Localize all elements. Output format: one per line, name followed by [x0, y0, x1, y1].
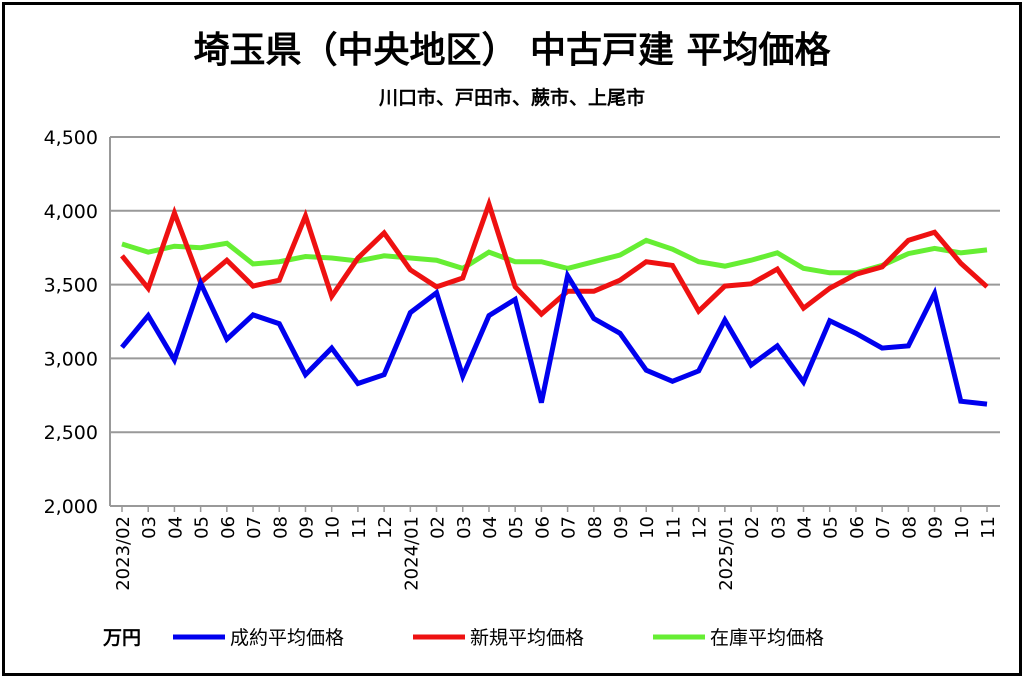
series-line-3 — [121, 237, 988, 276]
x-tick-label: 06 — [847, 516, 868, 539]
x-tick-label: 02 — [428, 516, 449, 539]
series-line-2 — [120, 196, 989, 318]
legend-label: 成約平均価格 — [230, 627, 344, 649]
y-tick-label: 4,000 — [44, 201, 98, 223]
x-tick-label: 10 — [323, 516, 344, 539]
x-tick-label: 04 — [795, 516, 816, 539]
y-tick-label: 2,500 — [44, 422, 98, 444]
x-tick-label: 2024/01 — [401, 516, 422, 591]
x-tick-label: 2025/01 — [716, 516, 737, 591]
x-tick-label: 10 — [637, 516, 658, 539]
x-tick-label: 11 — [978, 516, 999, 539]
x-tick-label: 11 — [349, 516, 370, 539]
y-tick-label: 3,500 — [44, 275, 98, 297]
chart-subtitle: 川口市、戸田市、蕨市、上尾市 — [378, 86, 645, 109]
x-tick-label: 07 — [559, 516, 580, 539]
x-tick-label: 09 — [611, 516, 632, 539]
x-tick-label: 09 — [926, 516, 947, 539]
x-tick-label: 03 — [454, 516, 475, 539]
x-tick-label: 08 — [585, 516, 606, 539]
series-line-1 — [120, 269, 988, 407]
x-tick-label: 08 — [899, 516, 920, 539]
x-tick-label: 12 — [375, 516, 396, 539]
x-tick-label: 10 — [952, 516, 973, 539]
x-tick-label: 2023/02 — [113, 516, 134, 591]
y-tick-label: 2,000 — [44, 496, 98, 518]
x-tick-label: 02 — [742, 516, 763, 539]
x-tick-label: 11 — [663, 516, 684, 539]
x-tick-label: 06 — [218, 516, 239, 539]
x-tick-label: 06 — [532, 516, 553, 539]
x-tick-label: 05 — [506, 516, 527, 539]
x-tick-label: 03 — [139, 516, 160, 539]
x-tick-label: 07 — [873, 516, 894, 539]
chart-title: 埼玉県（中央地区） 中古戸建 平均価格 — [193, 30, 831, 71]
x-tick-label: 05 — [192, 516, 213, 539]
legend-label: 在庫平均価格 — [710, 627, 824, 649]
legend-label: 新規平均価格 — [470, 627, 584, 649]
y-tick-label: 3,000 — [44, 348, 98, 370]
unit-label: 万円 — [102, 627, 141, 649]
y-tick-label: 4,500 — [44, 127, 98, 149]
x-tick-label: 07 — [244, 516, 265, 539]
x-tick-label: 04 — [165, 516, 186, 539]
x-tick-label: 09 — [296, 516, 317, 539]
x-tick-label: 05 — [821, 516, 842, 539]
x-tick-label: 04 — [480, 516, 501, 539]
x-tick-label: 08 — [270, 516, 291, 539]
x-tick-label: 12 — [690, 516, 711, 539]
x-tick-label: 03 — [768, 516, 789, 539]
